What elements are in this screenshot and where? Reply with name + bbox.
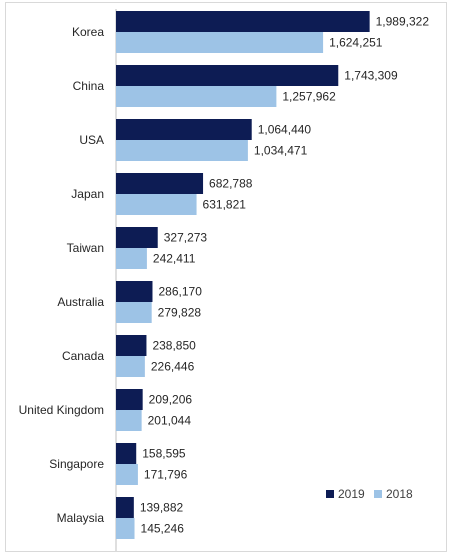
legend: 2019 2018: [326, 487, 413, 501]
data-label: 279,828: [158, 306, 202, 320]
legend-swatch-2019: [326, 490, 334, 498]
category-label: USA: [79, 133, 104, 147]
category-label: Japan: [71, 187, 104, 201]
bar-2019-china: [116, 65, 339, 86]
bar-2018-korea: [116, 32, 324, 53]
data-label: 226,446: [151, 360, 195, 374]
data-label: 242,411: [153, 252, 196, 266]
data-label: 139,882: [140, 501, 184, 515]
data-label: 1,034,471: [254, 144, 308, 158]
bar-2018-canada: [116, 356, 145, 377]
bar-2019-malaysia: [116, 497, 134, 518]
category-label: China: [73, 79, 105, 93]
data-label: 682,788: [209, 177, 253, 191]
bar-2018-united-kingdom: [116, 410, 142, 431]
category-label: Singapore: [49, 457, 104, 471]
data-label: 171,796: [144, 468, 188, 482]
data-label: 1,624,251: [329, 36, 383, 50]
data-label: 327,273: [164, 231, 208, 245]
bar-2018-japan: [116, 194, 197, 215]
bar-2018-china: [116, 86, 277, 107]
data-label: 1,257,962: [282, 90, 336, 104]
legend-label: 2019: [338, 487, 365, 501]
data-label: 238,850: [152, 339, 196, 353]
data-label: 1,989,322: [376, 15, 430, 29]
data-label: 631,821: [203, 198, 247, 212]
data-label: 1,064,440: [258, 123, 312, 137]
category-label: Korea: [72, 25, 104, 39]
category-label: Australia: [57, 295, 104, 309]
data-label: 158,595: [142, 447, 186, 461]
category-label: Taiwan: [67, 241, 104, 255]
bar-2018-taiwan: [116, 248, 147, 269]
bar-2018-singapore: [116, 464, 138, 485]
legend-swatch-2018: [374, 490, 382, 498]
data-label: 209,206: [149, 393, 193, 407]
bar-2019-taiwan: [116, 227, 158, 248]
bar-2019-canada: [116, 335, 147, 356]
bars-layer: [116, 11, 370, 539]
category-label: United Kingdom: [19, 403, 104, 417]
bar-chart: Korea 1,989,322 1,624,251 China 1,743,309 1,2…: [19, 9, 430, 551]
data-label: 201,044: [148, 414, 192, 428]
bar-2019-united-kingdom: [116, 389, 143, 410]
bar-2019-singapore: [116, 443, 137, 464]
labels-layer: Korea 1,989,322 1,624,251 China 1,743,309 1,2…: [19, 15, 430, 536]
data-label: 286,170: [158, 285, 202, 299]
bar-2018-malaysia: [116, 518, 135, 539]
bar-2018-australia: [116, 302, 152, 323]
data-label: 1,743,309: [344, 69, 398, 83]
category-label: Malaysia: [57, 511, 105, 525]
bar-2019-australia: [116, 281, 153, 302]
legend-label: 2018: [386, 487, 413, 501]
chart-frame: Korea 1,989,322 1,624,251 China 1,743,309 1,2…: [5, 2, 447, 552]
category-label: Canada: [62, 349, 104, 363]
bar-2019-usa: [116, 119, 252, 140]
bar-2019-japan: [116, 173, 204, 194]
bar-2019-korea: [116, 11, 370, 32]
data-label: 145,246: [141, 522, 185, 536]
bar-2018-usa: [116, 140, 248, 161]
